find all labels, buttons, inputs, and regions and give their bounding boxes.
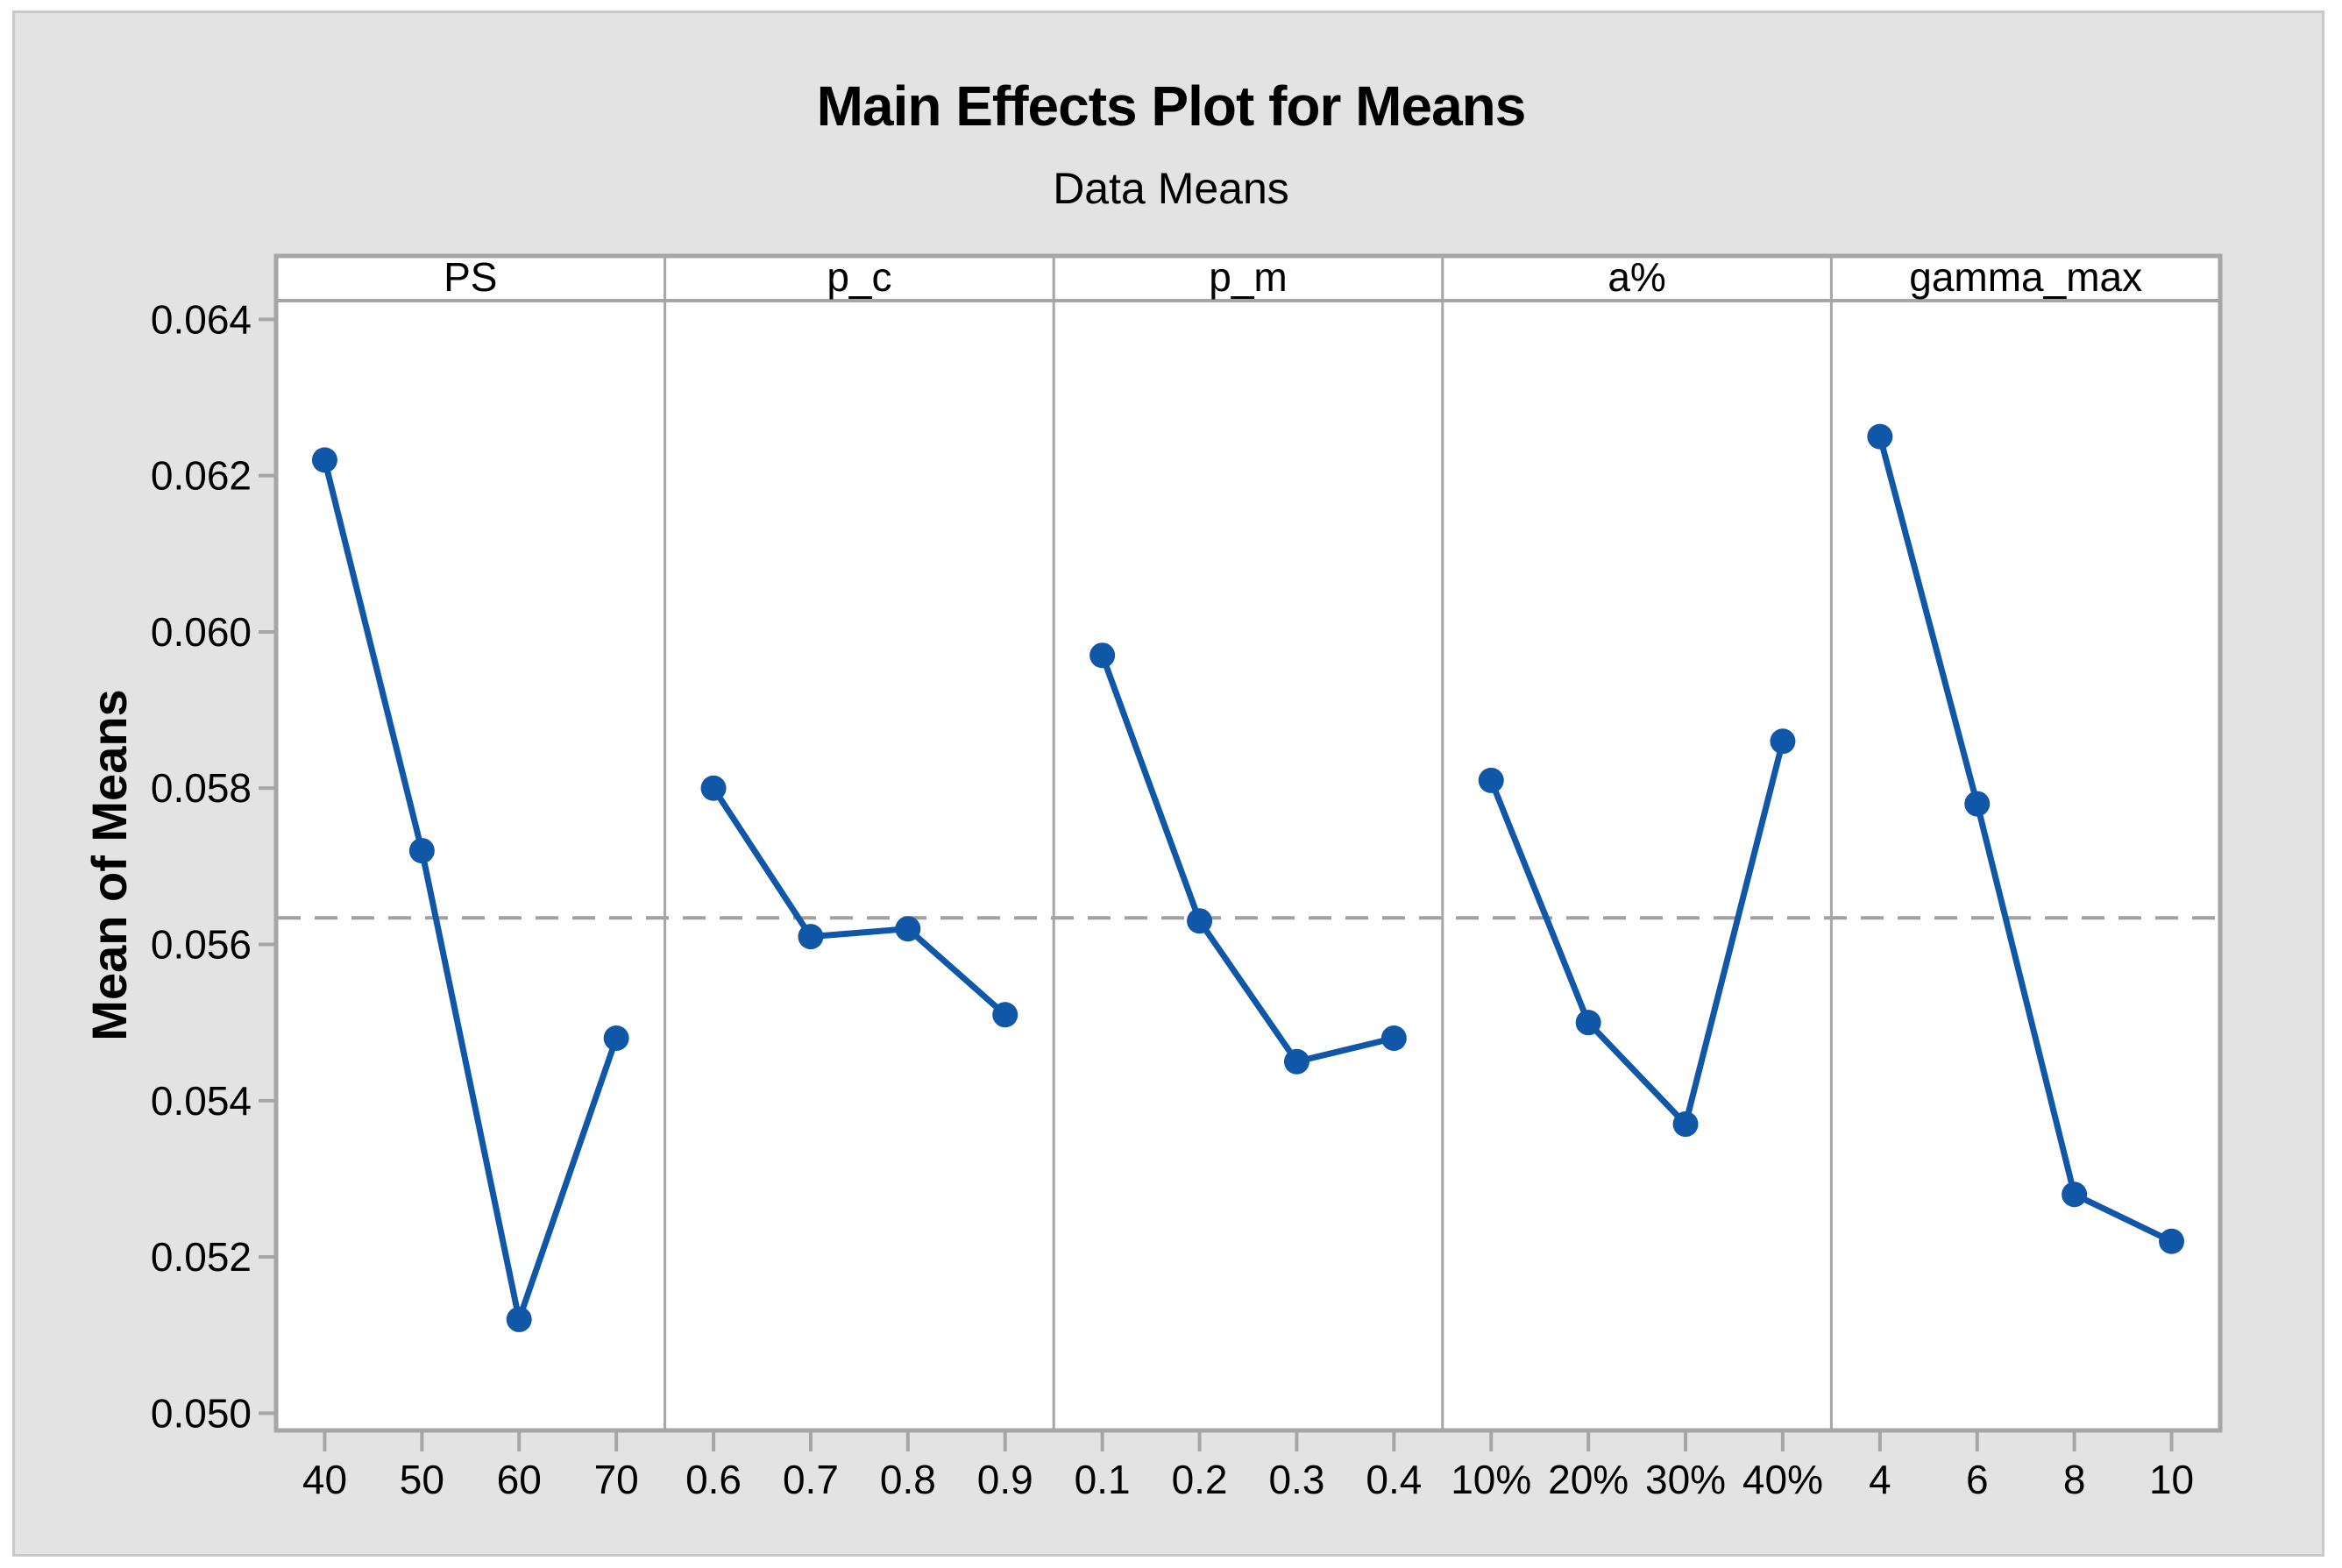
data-point bbox=[603, 1025, 629, 1052]
data-point bbox=[1478, 767, 1504, 793]
data-point bbox=[895, 916, 921, 942]
data-point bbox=[1089, 642, 1116, 669]
x-axis-tick-label: 0.8 bbox=[880, 1457, 936, 1502]
y-axis-label: Mean of Means bbox=[82, 689, 137, 1041]
x-axis-tick-label: 0.1 bbox=[1075, 1457, 1131, 1502]
chart-title: Main Effects Plot for Means bbox=[816, 74, 1527, 138]
series-line-gamma_max bbox=[1877, 433, 2175, 1245]
x-axis-tick-label: 0.2 bbox=[1172, 1457, 1228, 1502]
series-line-p_m bbox=[1099, 652, 1397, 1065]
chart-subtitle: Data Means bbox=[1053, 164, 1289, 213]
data-point bbox=[992, 1002, 1018, 1028]
data-point bbox=[1867, 423, 1893, 450]
panel-header-label: a% bbox=[1607, 254, 1665, 300]
series-line-p_c bbox=[710, 784, 1009, 1018]
data-point bbox=[1575, 1010, 1601, 1036]
plot-background bbox=[276, 256, 2220, 1430]
data-point bbox=[1964, 791, 1991, 817]
data-point bbox=[1283, 1048, 1309, 1075]
series-line-a% bbox=[1487, 738, 1786, 1128]
y-axis-tick-label: 0.060 bbox=[151, 609, 252, 655]
x-axis-tick-label: 4 bbox=[1869, 1457, 1891, 1502]
y-axis-tick-label: 0.054 bbox=[151, 1078, 252, 1124]
data-point bbox=[2062, 1181, 2088, 1208]
data-point bbox=[506, 1306, 532, 1332]
x-axis-tick-label: 0.7 bbox=[783, 1457, 839, 1502]
x-axis-tick-label: 6 bbox=[1966, 1457, 1989, 1502]
x-axis-tick-label: 0.3 bbox=[1268, 1457, 1324, 1502]
data-point bbox=[408, 838, 435, 864]
x-axis-tick-label: 0.6 bbox=[685, 1457, 742, 1502]
x-axis-tick-label: 60 bbox=[497, 1457, 542, 1502]
data-point bbox=[1187, 908, 1213, 934]
x-axis-tick-label: 10% bbox=[1451, 1457, 1531, 1502]
data-point bbox=[1672, 1111, 1699, 1138]
x-axis-tick-label: 20% bbox=[1548, 1457, 1629, 1502]
plot-frame bbox=[273, 253, 2223, 1433]
y-axis-tick-label: 0.062 bbox=[151, 453, 252, 499]
y-axis-tick-label: 0.052 bbox=[151, 1234, 252, 1280]
x-axis-tick-label: 40% bbox=[1742, 1457, 1823, 1502]
x-axis-tick-label: 8 bbox=[2063, 1457, 2086, 1502]
panel-header-label: p_m bbox=[1209, 254, 1287, 300]
panel-header-label: PS bbox=[444, 254, 497, 300]
x-axis-tick-label: 0.4 bbox=[1366, 1457, 1422, 1502]
series-line-PS bbox=[321, 457, 620, 1323]
data-point bbox=[1770, 728, 1796, 755]
x-axis-tick-label: 70 bbox=[594, 1457, 639, 1502]
y-axis-tick-label: 0.064 bbox=[151, 296, 252, 342]
x-axis-tick-label: 50 bbox=[400, 1457, 444, 1502]
x-axis-tick-label: 40 bbox=[302, 1457, 347, 1502]
data-point bbox=[311, 447, 337, 473]
y-axis-tick-label: 0.058 bbox=[151, 765, 252, 811]
x-axis-tick-label: 30% bbox=[1645, 1457, 1726, 1502]
x-axis-tick-label: 0.9 bbox=[977, 1457, 1033, 1502]
data-point bbox=[798, 924, 824, 950]
panel-header-label: gamma_max bbox=[1909, 254, 2142, 300]
y-axis-tick-label: 0.056 bbox=[151, 922, 252, 968]
data-point bbox=[1380, 1025, 1407, 1052]
data-point bbox=[2159, 1228, 2185, 1254]
panel-header-label: p_c bbox=[827, 254, 891, 300]
x-axis-tick-label: 10 bbox=[2149, 1457, 2194, 1502]
data-point bbox=[700, 775, 727, 801]
y-axis-tick-label: 0.050 bbox=[151, 1390, 252, 1436]
